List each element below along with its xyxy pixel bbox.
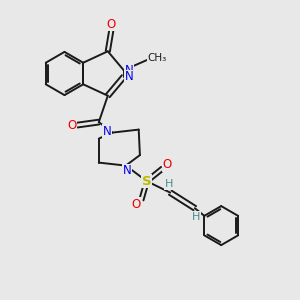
Text: O: O <box>67 118 76 132</box>
Text: H: H <box>164 179 173 189</box>
Text: O: O <box>162 158 172 172</box>
Text: O: O <box>107 18 116 31</box>
Text: S: S <box>142 175 152 188</box>
Text: O: O <box>131 198 141 211</box>
Text: N: N <box>125 64 134 77</box>
Text: CH₃: CH₃ <box>147 53 166 63</box>
Text: N: N <box>125 70 134 83</box>
Text: N: N <box>103 124 111 138</box>
Text: N: N <box>123 164 132 178</box>
Text: H: H <box>192 212 200 222</box>
